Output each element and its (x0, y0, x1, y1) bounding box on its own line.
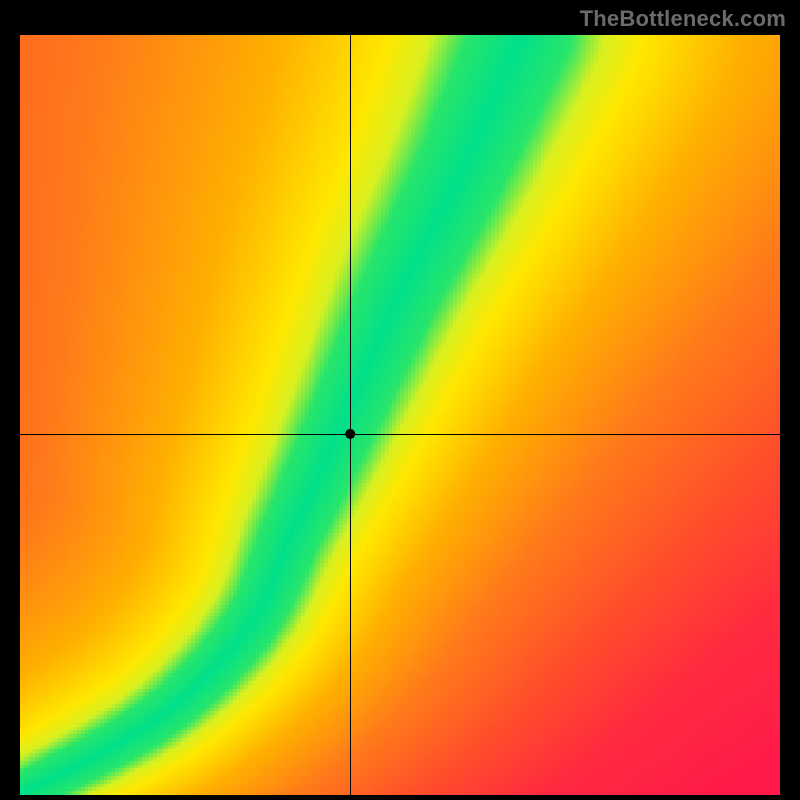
chart-container: TheBottleneck.com (0, 0, 800, 800)
watermark-text: TheBottleneck.com (580, 6, 786, 32)
bottleneck-heatmap (20, 35, 780, 795)
